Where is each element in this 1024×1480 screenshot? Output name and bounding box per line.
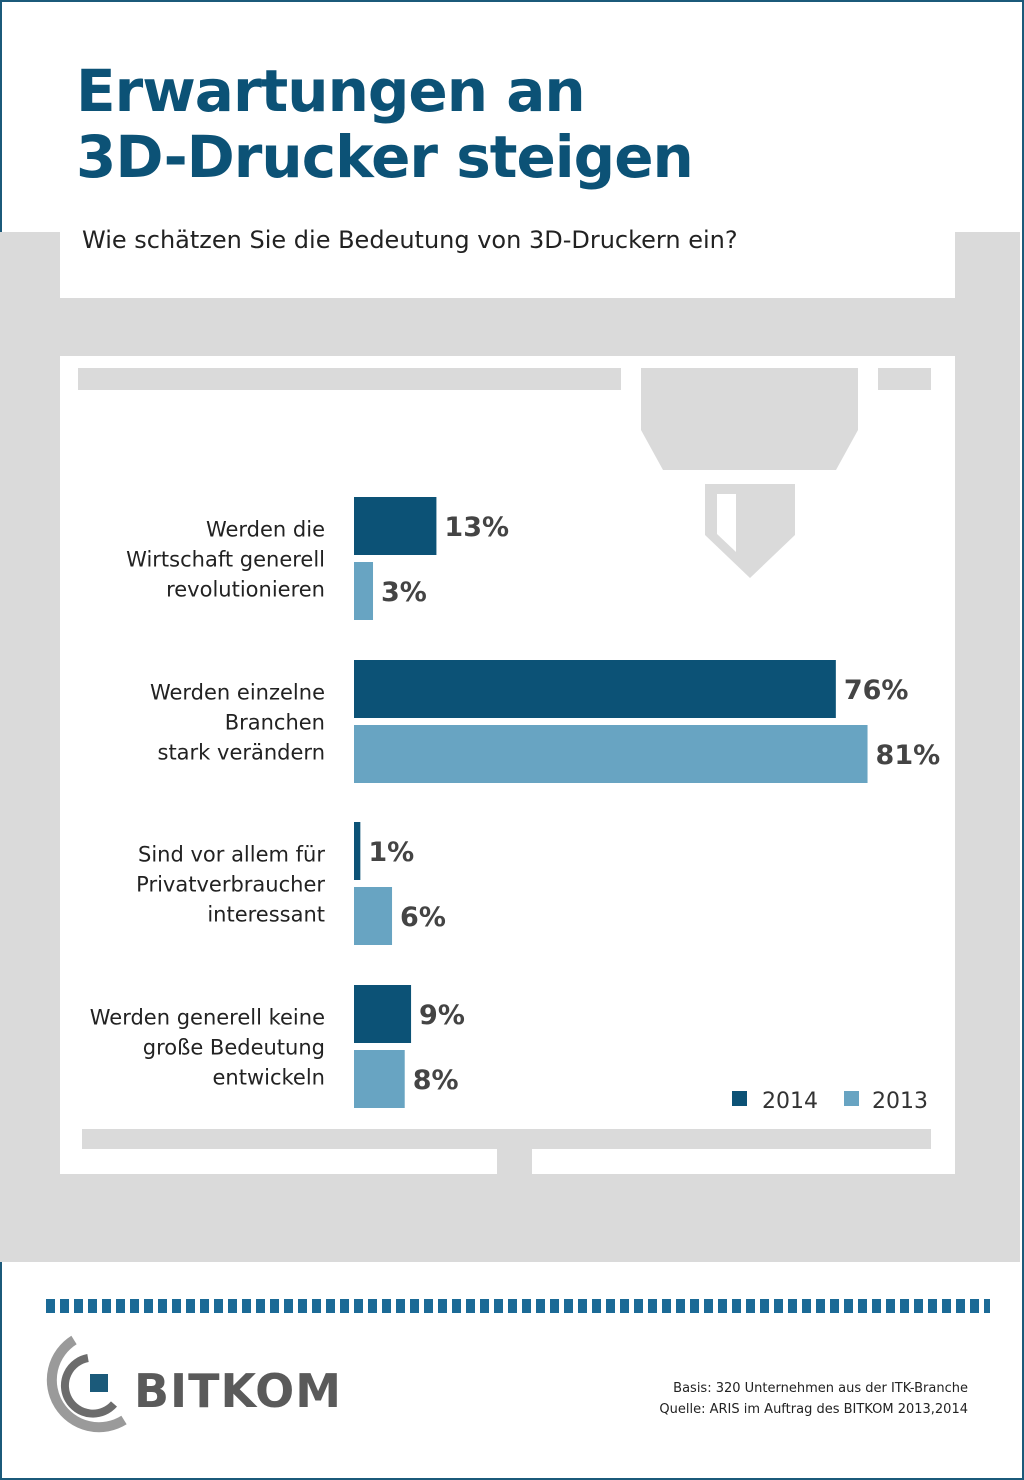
category-label: Branchen	[225, 711, 325, 735]
data-label: 13%	[444, 512, 509, 543]
category-label: Privatverbraucher	[136, 873, 325, 897]
category-label: stark verändern	[158, 741, 326, 765]
data-label: 81%	[876, 740, 941, 771]
category-label: Werden generell keine	[90, 1006, 325, 1030]
printer-top-rail-left	[78, 368, 621, 390]
category-label: interessant	[207, 903, 325, 927]
logo-text: BITKOM	[134, 1364, 343, 1418]
legend-label-2013: 2013	[872, 1089, 928, 1114]
basis-note: Basis: 320 Unternehmen aus der ITK-Branc…	[673, 1381, 968, 1396]
data-label: 6%	[400, 902, 446, 933]
printer-bottom-post	[497, 1149, 532, 1174]
legend-swatch-2013	[844, 1091, 859, 1106]
bar-2014	[354, 985, 412, 1043]
bitkom-logo-mark	[46, 1335, 127, 1433]
category-label: Werden einzelne	[150, 681, 325, 705]
data-label: 3%	[381, 577, 427, 608]
bar-2013	[354, 887, 393, 945]
legend: 2014 2013	[732, 1089, 928, 1114]
category-label: große Bedeutung	[143, 1036, 325, 1060]
bar-2014	[354, 660, 836, 718]
subtitle-box	[60, 205, 955, 298]
bar-2013	[354, 725, 868, 783]
data-label: 76%	[844, 675, 909, 706]
category-label: entwickeln	[213, 1066, 326, 1090]
category-label: revolutionieren	[166, 578, 325, 602]
category-label: Wirtschaft generell	[126, 548, 325, 572]
title-line-1: Erwartungen an	[76, 57, 586, 125]
bar-2013	[354, 1050, 405, 1108]
dashed-divider	[46, 1299, 990, 1313]
bar-2013	[354, 562, 374, 620]
source-note: Basis: 320 Unternehmen aus der ITK-Branc…	[659, 1378, 968, 1420]
legend-swatch-2014	[732, 1091, 747, 1106]
print-head-icon	[641, 368, 858, 578]
title-line-2: 3D-Drucker steigen	[76, 123, 694, 191]
bar-2014	[354, 822, 361, 880]
subtitle: Wie schätzen Sie die Bedeutung von 3D-Dr…	[82, 226, 738, 254]
data-label: 8%	[413, 1065, 459, 1096]
page-title: Erwartungen an 3D-Drucker steigen	[76, 57, 694, 191]
bar-2014	[354, 497, 437, 555]
data-label: 9%	[419, 1000, 465, 1031]
data-label: 1%	[368, 837, 414, 868]
bitkom-logo: BITKOM	[40, 1334, 343, 1434]
category-label: Sind vor allem für	[138, 843, 325, 867]
printer-bottom-rail	[82, 1129, 931, 1149]
legend-label-2014: 2014	[762, 1089, 818, 1114]
category-label: Werden die	[206, 518, 325, 542]
source-credit: Quelle: ARIS im Auftrag des BITKOM 2013,…	[659, 1402, 968, 1417]
printer-top-rail-right	[878, 368, 931, 390]
